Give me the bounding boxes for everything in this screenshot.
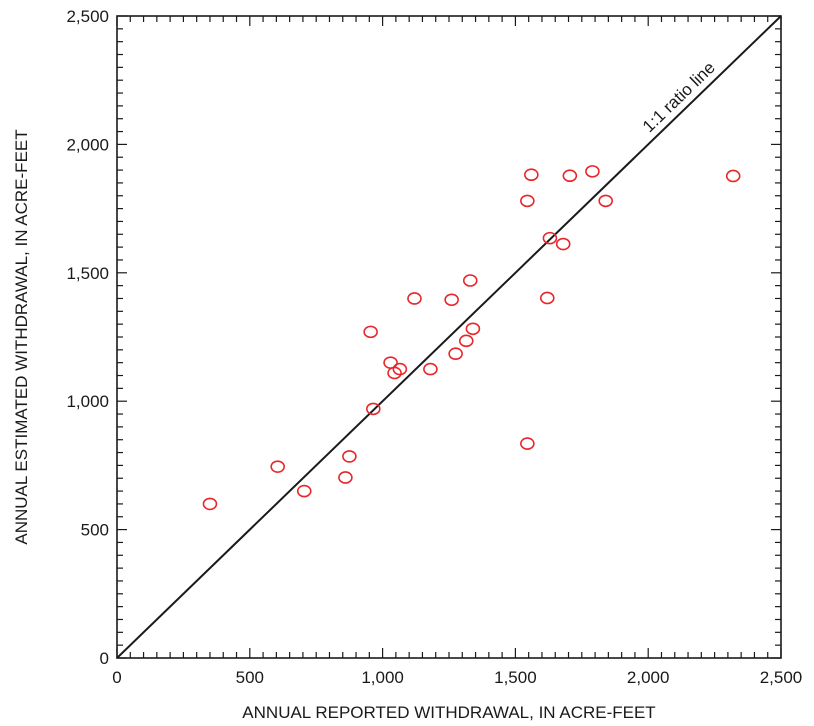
data-point — [366, 402, 381, 416]
x-tick-label: 1,000 — [361, 668, 404, 687]
one-to-one-line — [116, 15, 782, 659]
data-point — [392, 362, 408, 376]
data-point — [524, 168, 539, 182]
reference-line-group: 1:1 ratio line — [116, 15, 782, 659]
data-point — [387, 366, 402, 380]
data-point — [562, 169, 578, 183]
x-tick-label: 1,500 — [494, 668, 537, 687]
data-point — [555, 237, 571, 251]
data-point — [598, 194, 614, 208]
x-tick-label: 500 — [236, 668, 264, 687]
data-point — [458, 334, 474, 348]
data-point — [423, 362, 438, 376]
data-point — [338, 471, 353, 484]
data-point — [270, 460, 285, 473]
y-tick-label: 1,000 — [66, 392, 109, 411]
data-point — [363, 325, 378, 339]
data-point — [520, 437, 535, 450]
data-point — [407, 292, 422, 305]
y-tick-label: 0 — [100, 649, 109, 668]
y-tick-label: 2,000 — [66, 135, 109, 154]
x-tick-label: 2,000 — [627, 668, 670, 687]
data-point — [542, 231, 558, 245]
y-tick-label: 1,500 — [66, 264, 109, 283]
data-point — [444, 293, 459, 307]
data-point — [585, 165, 600, 178]
x-tick-label: 2,500 — [760, 668, 803, 687]
data-point — [520, 194, 535, 208]
y-tick-label: 500 — [81, 521, 109, 540]
y-tick-labels: 0 500 1,000 1,500 2,000 2,500 — [66, 7, 109, 668]
data-point — [342, 450, 357, 463]
minor-ticks — [116, 15, 782, 659]
x-axis-title: ANNUAL REPORTED WITHDRAWAL, IN ACRE-FEET — [242, 703, 655, 722]
data-point — [539, 291, 555, 305]
data-point — [383, 356, 398, 369]
data-point — [725, 169, 741, 183]
data-point — [462, 274, 478, 287]
data-point — [296, 484, 312, 498]
data-point — [465, 322, 481, 336]
data-point — [202, 497, 218, 511]
data-points — [202, 165, 741, 511]
y-tick-label: 2,500 — [66, 7, 109, 26]
x-tick-labels: 0 500 1,000 1,500 2,000 2,500 — [112, 668, 802, 687]
y-axis-title: ANNUAL ESTIMATED WITHDRAWAL, IN ACRE-FEE… — [12, 129, 31, 544]
reference-line-label: 1:1 ratio line — [639, 58, 719, 136]
x-tick-label: 0 — [112, 668, 121, 687]
data-point — [448, 347, 463, 360]
